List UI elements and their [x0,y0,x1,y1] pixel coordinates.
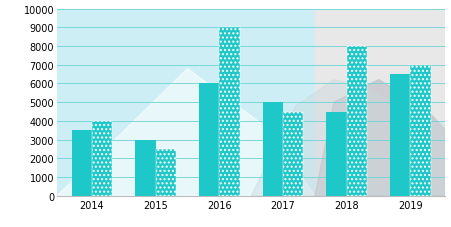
Bar [219,28,240,196]
Bar [72,131,92,196]
Bar [327,112,347,196]
Bar [156,149,176,196]
Bar [390,75,410,196]
Bar [199,84,219,196]
Polygon shape [315,80,446,196]
Bar [283,112,304,196]
Bar [315,10,446,196]
Polygon shape [251,80,446,196]
Bar [92,121,112,196]
Bar [410,65,431,196]
Bar [135,140,156,196]
Bar [57,10,315,196]
Bar [262,103,283,196]
Bar [347,47,367,196]
Polygon shape [57,69,315,196]
